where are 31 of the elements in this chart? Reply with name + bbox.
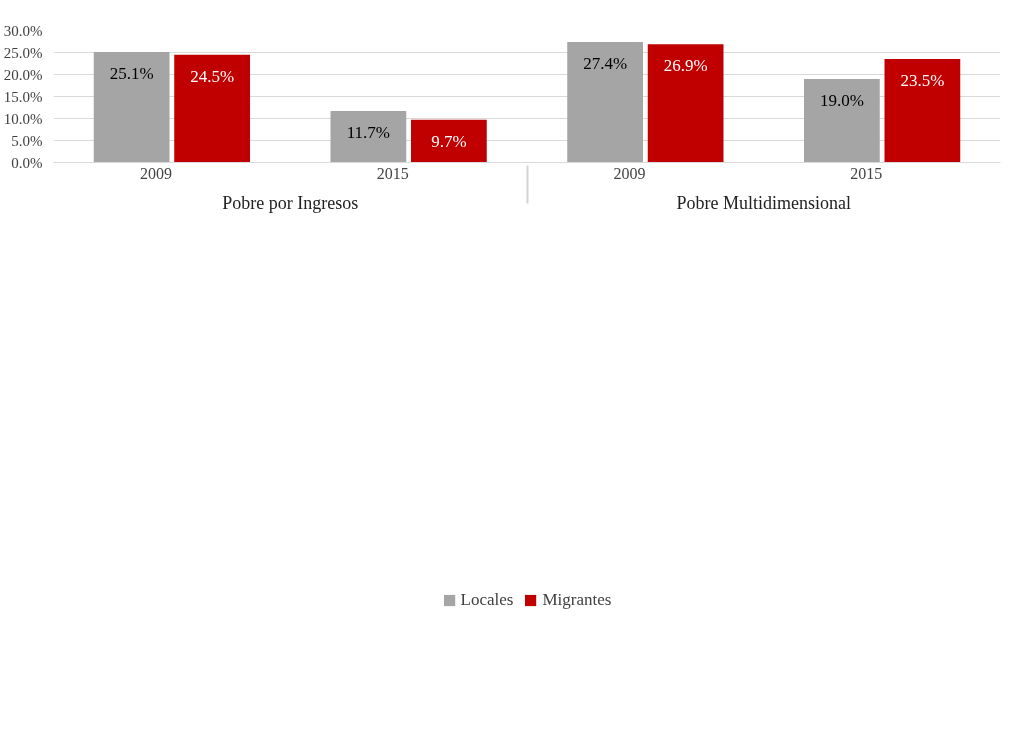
legend-label: Locales <box>460 590 514 610</box>
text: Pobre por Ingresos <box>222 192 359 213</box>
data-label: 11.7% <box>346 123 391 143</box>
bar <box>174 54 250 163</box>
data-label: 24.5% <box>190 66 235 86</box>
data-label: 19.0% <box>819 90 864 110</box>
y-tick-label: 15.0% <box>3 88 43 105</box>
data-label: 9.7% <box>431 131 467 151</box>
data-label: 23.5% <box>900 71 945 91</box>
bar <box>884 59 961 163</box>
data-label: 26.9% <box>663 56 708 76</box>
bar <box>93 52 170 163</box>
y-tick-label: 30.0% <box>3 22 43 39</box>
x-tick-label: 2009 <box>139 165 172 182</box>
bar <box>647 44 724 163</box>
x-tick-label: 2015 <box>850 165 883 182</box>
bar <box>567 41 644 163</box>
data-label: 27.4% <box>583 53 628 73</box>
x-tick-label: 2015 <box>376 165 409 182</box>
bar <box>410 119 487 163</box>
y-tick-label: 25.0% <box>3 44 43 61</box>
y-tick-label: 20.0% <box>3 66 43 83</box>
bar <box>804 78 880 163</box>
y-tick-label: 10.0% <box>3 110 43 127</box>
x-tick-label: 2009 <box>613 165 646 182</box>
legend-label: Migrantes <box>542 590 612 610</box>
y-tick-label: 0.0% <box>11 154 43 171</box>
bar <box>330 111 407 163</box>
text: Pobre Multidimensional <box>676 192 852 213</box>
y-tick-label: 5.0% <box>11 132 43 149</box>
data-label: 25.1% <box>109 64 154 84</box>
